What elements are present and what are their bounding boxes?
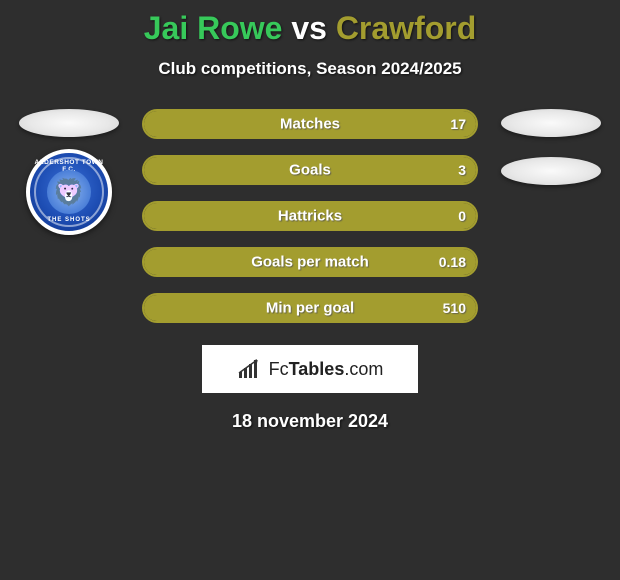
bar-value-right: 0.18 xyxy=(439,254,466,270)
comparison-main: ALDERSHOT TOWN F.C. THE SHOTS Matches 17 G… xyxy=(0,109,620,323)
page-title: Jai Rowe vs Crawford xyxy=(0,0,620,47)
stat-bar: Min per goal 510 xyxy=(142,293,478,323)
badge-bottom-text: THE SHOTS xyxy=(30,217,108,223)
bar-label: Matches xyxy=(280,116,340,133)
bar-value-right: 510 xyxy=(443,300,466,316)
player1-club-badge: ALDERSHOT TOWN F.C. THE SHOTS xyxy=(26,149,112,235)
bar-chart-icon xyxy=(237,358,265,380)
title-player1: Jai Rowe xyxy=(144,10,283,46)
logo-bold: Tables xyxy=(289,359,345,379)
player1-photo-placeholder xyxy=(19,109,119,137)
stat-bar: Hattricks 0 xyxy=(142,201,478,231)
bar-value-right: 3 xyxy=(458,162,466,178)
bar-label: Hattricks xyxy=(278,208,342,225)
stat-bar: Goals 3 xyxy=(142,155,478,185)
logo-suffix: .com xyxy=(344,359,383,379)
date-label: 18 november 2024 xyxy=(0,411,620,432)
logo-prefix: Fc xyxy=(269,359,289,379)
bar-value-right: 17 xyxy=(450,116,466,132)
bar-label: Goals xyxy=(289,162,331,179)
badge-lion-icon xyxy=(47,170,91,214)
bar-label: Min per goal xyxy=(266,300,354,317)
left-side: ALDERSHOT TOWN F.C. THE SHOTS xyxy=(14,109,124,323)
stat-bar: Goals per match 0.18 xyxy=(142,247,478,277)
title-vs: vs xyxy=(291,10,327,46)
logo-text: FcTables.com xyxy=(269,359,384,380)
title-player2: Crawford xyxy=(336,10,476,46)
player2-club-placeholder xyxy=(501,157,601,185)
stat-bars: Matches 17 Goals 3 Hattricks 0 Goals per match… xyxy=(142,109,478,323)
stat-bar: Matches 17 xyxy=(142,109,478,139)
right-side xyxy=(496,109,606,323)
subtitle: Club competitions, Season 2024/2025 xyxy=(0,59,620,79)
bar-label: Goals per match xyxy=(251,254,369,271)
player2-photo-placeholder xyxy=(501,109,601,137)
bar-value-right: 0 xyxy=(458,208,466,224)
fctables-logo: FcTables.com xyxy=(202,345,418,393)
